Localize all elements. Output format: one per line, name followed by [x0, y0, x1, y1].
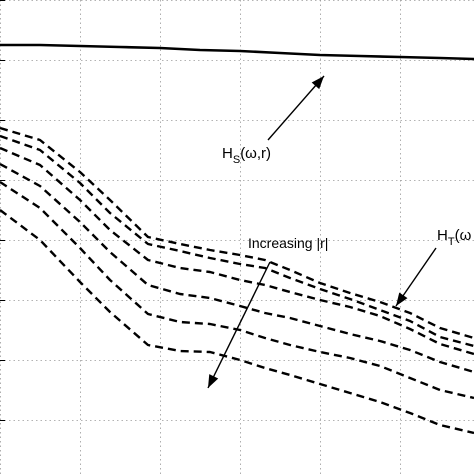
annotation-increasing-text: Increasing |r| [248, 235, 328, 251]
annotation-arrows [207, 75, 437, 389]
annotation-increasing: Increasing |r| [248, 235, 328, 251]
annotation-hs-text: HS(ω,r) [222, 145, 271, 166]
series-line-ht-1 [0, 126, 474, 340]
annotation-ht-text: HT(ω [437, 227, 472, 248]
series-line-ht-6 [0, 209, 474, 435]
series-line-ht-5 [0, 180, 474, 400]
arrow-head-hs [311, 76, 324, 90]
series-group [0, 43, 474, 435]
arrow-head-ht [396, 292, 408, 306]
arrow-shaft-increasing [207, 261, 271, 389]
annotation-hs: HS(ω,r) [222, 145, 271, 166]
arrow-shaft-hs [267, 75, 325, 141]
series-line-ht-2 [0, 134, 474, 348]
series-line-ht-4 [0, 162, 474, 374]
arrow-head-increasing [208, 374, 219, 388]
annotation-ht: HT(ω [437, 227, 472, 248]
series-line-ht-3 [0, 146, 474, 356]
series-line-hs [0, 43, 474, 61]
